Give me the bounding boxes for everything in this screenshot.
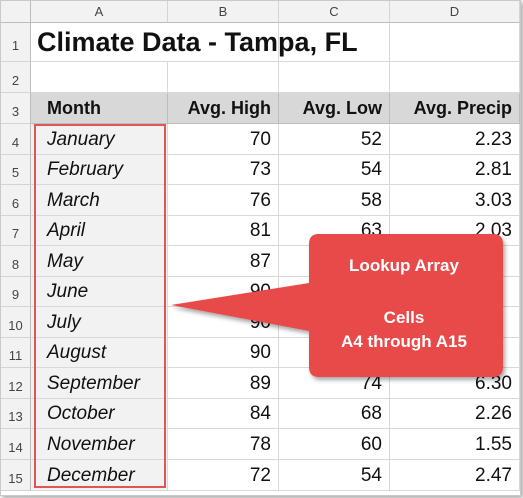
row-header-12[interactable]: 12 [1, 368, 31, 399]
month-cell[interactable]: May [31, 246, 168, 277]
month-cell[interactable]: April [31, 216, 168, 246]
month-cell[interactable]: March [31, 185, 168, 216]
month-cell[interactable]: June [31, 277, 168, 307]
callout-cells-label: Cells [383, 308, 425, 327]
header-avg-precip[interactable]: Avg. Precip [390, 93, 520, 124]
row-header-7[interactable]: 7 [1, 216, 31, 246]
precip-cell[interactable]: 6.30 [390, 368, 520, 399]
select-all-corner[interactable] [1, 1, 31, 23]
low-cell[interactable]: 54 [279, 155, 390, 185]
column-header-d[interactable]: D [390, 1, 520, 23]
callout-range: A4 through A15 [341, 332, 467, 351]
row-header-15[interactable]: 15 [1, 460, 31, 491]
month-cell[interactable]: July [31, 307, 168, 338]
month-cell[interactable]: September [31, 368, 168, 399]
column-header-a[interactable]: A [31, 1, 168, 23]
cell-c1[interactable] [279, 23, 390, 62]
low-cell[interactable]: 68 [279, 399, 390, 429]
low-cell[interactable]: 52 [279, 124, 390, 155]
cell-a1-title[interactable]: Climate Data - Tampa, FL [31, 23, 358, 62]
precip-cell[interactable]: 2.47 [390, 460, 520, 491]
high-cell[interactable]: 84 [168, 399, 279, 429]
callout-title: Lookup Array [349, 256, 459, 275]
low-cell[interactable]: 54 [279, 460, 390, 491]
high-cell[interactable]: 90 [168, 338, 279, 368]
low-cell[interactable]: 74 [279, 368, 390, 399]
high-cell[interactable]: 81 [168, 216, 279, 246]
header-month[interactable]: Month [31, 93, 168, 124]
row-header-10[interactable]: 10 [1, 307, 31, 338]
row-header-2[interactable]: 2 [1, 62, 31, 93]
row-header-14[interactable]: 14 [1, 429, 31, 460]
row-header-5[interactable]: 5 [1, 155, 31, 185]
precip-cell[interactable]: 1.55 [390, 429, 520, 460]
high-cell[interactable]: 78 [168, 429, 279, 460]
callout-bubble [171, 234, 503, 377]
high-cell[interactable]: 87 [168, 246, 279, 277]
row-header-6[interactable]: 6 [1, 185, 31, 216]
row-header-11[interactable]: 11 [1, 338, 31, 368]
row-header-3[interactable]: 3 [1, 93, 31, 124]
cell-c2[interactable] [279, 62, 390, 93]
month-cell[interactable]: October [31, 399, 168, 429]
row-header-1[interactable]: 1 [1, 23, 31, 62]
high-cell[interactable]: 89 [168, 368, 279, 399]
high-cell[interactable]: 72 [168, 460, 279, 491]
high-cell[interactable]: 76 [168, 185, 279, 216]
precip-cell[interactable]: 2.23 [390, 124, 520, 155]
month-cell[interactable]: November [31, 429, 168, 460]
precip-cell[interactable]: 2.81 [390, 155, 520, 185]
month-cell[interactable]: January [31, 124, 168, 155]
high-cell[interactable]: 70 [168, 124, 279, 155]
column-header-b[interactable]: B [168, 1, 279, 23]
cell-b1[interactable] [168, 23, 279, 62]
cell-a2[interactable] [31, 62, 168, 93]
cell-d2[interactable] [390, 62, 520, 93]
row-header-4[interactable]: 4 [1, 124, 31, 155]
low-cell[interactable]: 58 [279, 185, 390, 216]
month-cell[interactable]: August [31, 338, 168, 368]
high-cell[interactable]: 73 [168, 155, 279, 185]
row-header-13[interactable]: 13 [1, 399, 31, 429]
precip-cell[interactable]: 2.26 [390, 399, 520, 429]
header-avg-high[interactable]: Avg. High [168, 93, 279, 124]
month-cell[interactable]: December [31, 460, 168, 491]
cell-d1[interactable] [390, 23, 520, 62]
low-cell[interactable]: 60 [279, 429, 390, 460]
cell-b2[interactable] [168, 62, 279, 93]
row-header-9[interactable]: 9 [1, 277, 31, 307]
header-avg-low[interactable]: Avg. Low [279, 93, 390, 124]
column-header-c[interactable]: C [279, 1, 390, 23]
row-header-8[interactable]: 8 [1, 246, 31, 277]
month-cell[interactable]: February [31, 155, 168, 185]
precip-cell[interactable]: 3.03 [390, 185, 520, 216]
